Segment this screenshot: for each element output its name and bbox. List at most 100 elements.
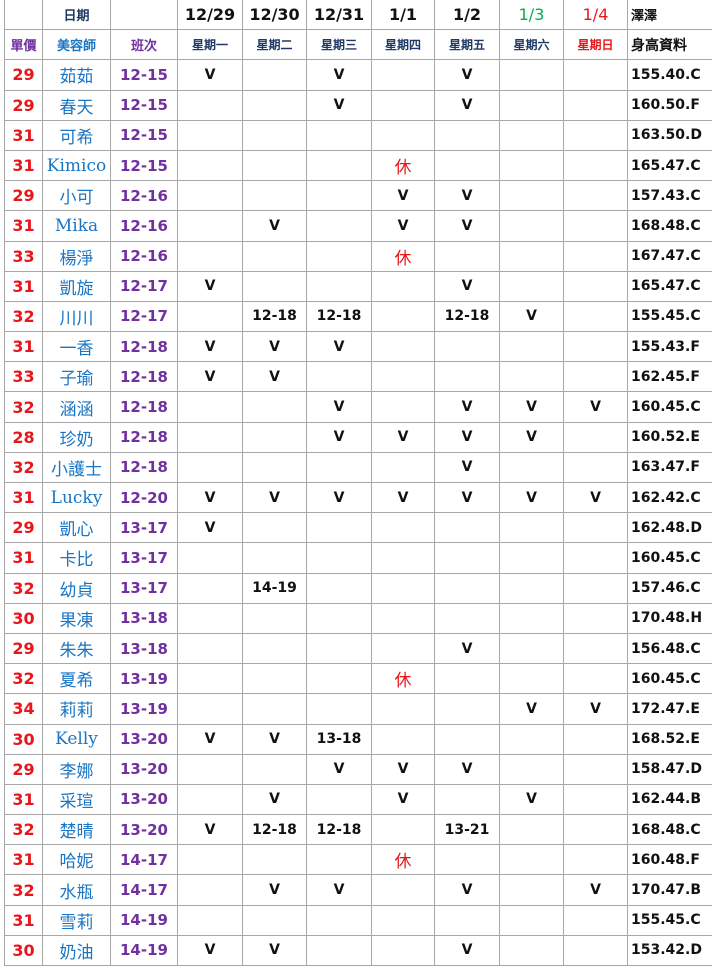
day-cell: V bbox=[371, 210, 435, 242]
day-cell: V bbox=[306, 89, 372, 121]
day-cell bbox=[434, 602, 500, 634]
date-header: 1/1 bbox=[371, 0, 435, 31]
day-cell bbox=[177, 844, 243, 876]
price-cell: 29 bbox=[4, 180, 43, 212]
day-cell bbox=[563, 814, 628, 846]
weekday-header: 星期六 bbox=[499, 29, 564, 61]
price-cell: 30 bbox=[4, 602, 43, 634]
stylist-name: 卡比 bbox=[42, 542, 111, 574]
day-cell: V bbox=[434, 874, 500, 906]
day-cell bbox=[177, 300, 243, 333]
height-cell: 157.43.C bbox=[627, 180, 712, 212]
header-row-labels: 單價 美容師 班次 星期一 星期二 星期三 星期四 星期五 星期六 星期日 身高… bbox=[4, 29, 712, 61]
day-cell bbox=[242, 270, 307, 302]
day-cell bbox=[499, 59, 564, 91]
day-cell bbox=[434, 904, 500, 936]
day-cell: V bbox=[499, 300, 564, 333]
day-cell: V bbox=[563, 874, 628, 906]
day-cell: V bbox=[177, 270, 243, 302]
stylist-name: 珍奶 bbox=[42, 421, 111, 453]
stylist-name: 果凍 bbox=[42, 602, 111, 634]
stylist-name: 楚晴 bbox=[42, 814, 111, 846]
day-cell bbox=[242, 542, 307, 574]
day-cell: V bbox=[306, 331, 372, 363]
stylist-name: 川川 bbox=[42, 300, 111, 333]
day-cell bbox=[371, 89, 435, 121]
height-cell: 156.48.C bbox=[627, 632, 712, 665]
day-cell: V bbox=[306, 874, 372, 906]
shift-cell: 14-17 bbox=[110, 874, 178, 906]
day-cell bbox=[306, 361, 372, 393]
height-cell: 162.48.D bbox=[627, 512, 712, 544]
day-cell bbox=[563, 361, 628, 393]
day-cell: V bbox=[242, 783, 307, 816]
price-cell: 32 bbox=[4, 663, 43, 695]
height-cell: 160.45.C bbox=[627, 391, 712, 423]
day-cell bbox=[563, 542, 628, 574]
height-cell: 165.47.C bbox=[627, 149, 712, 182]
day-cell: 14-19 bbox=[242, 572, 307, 604]
day-cell bbox=[177, 572, 243, 604]
price-cell: 28 bbox=[4, 421, 43, 453]
height-cell: 160.50.F bbox=[627, 89, 712, 121]
shift-cell: 12-16 bbox=[110, 210, 178, 242]
shift-cell: 14-19 bbox=[110, 934, 178, 967]
day-cell bbox=[499, 814, 564, 846]
table-row: 31 卡比 13-17 160.45.C bbox=[4, 542, 712, 574]
day-cell bbox=[499, 602, 564, 634]
day-cell bbox=[306, 934, 372, 967]
shift-cell: 13-19 bbox=[110, 693, 178, 725]
shift-cell: 13-20 bbox=[110, 783, 178, 816]
day-cell bbox=[306, 693, 372, 725]
day-cell bbox=[306, 512, 372, 544]
day-cell bbox=[177, 119, 243, 151]
stylist-name: 可希 bbox=[42, 119, 111, 151]
height-cell: 168.52.E bbox=[627, 723, 712, 755]
day-cell: V bbox=[177, 814, 243, 846]
price-cell: 31 bbox=[4, 149, 43, 182]
day-cell: V bbox=[499, 421, 564, 453]
day-cell bbox=[563, 512, 628, 544]
day-cell: V bbox=[434, 89, 500, 121]
day-cell bbox=[434, 331, 500, 363]
day-cell: V bbox=[371, 421, 435, 453]
height-cell: 163.47.F bbox=[627, 451, 712, 484]
day-cell bbox=[371, 59, 435, 91]
stylist-name: 奶油 bbox=[42, 934, 111, 967]
day-cell bbox=[499, 934, 564, 967]
day-cell bbox=[563, 844, 628, 876]
day-cell bbox=[499, 210, 564, 242]
stylist-label: 美容師 bbox=[42, 29, 111, 61]
shift-cell: 12-15 bbox=[110, 89, 178, 121]
day-cell bbox=[499, 512, 564, 544]
day-cell: V bbox=[434, 391, 500, 423]
day-cell bbox=[434, 783, 500, 816]
day-cell: V bbox=[177, 361, 243, 393]
stylist-name: 春天 bbox=[42, 89, 111, 121]
day-cell bbox=[242, 391, 307, 423]
day-cell bbox=[499, 844, 564, 876]
day-cell bbox=[177, 240, 243, 272]
day-cell bbox=[371, 572, 435, 604]
day-cell bbox=[306, 663, 372, 695]
price-cell: 34 bbox=[4, 693, 43, 725]
day-cell bbox=[306, 451, 372, 484]
day-cell: V bbox=[306, 59, 372, 91]
day-cell: V bbox=[177, 59, 243, 91]
day-cell: V bbox=[177, 331, 243, 363]
day-cell bbox=[306, 180, 372, 212]
date-header: 12/31 bbox=[306, 0, 372, 31]
shift-cell: 13-20 bbox=[110, 814, 178, 846]
day-cell bbox=[242, 119, 307, 151]
day-cell bbox=[563, 451, 628, 484]
day-cell bbox=[434, 844, 500, 876]
stylist-name: 凱心 bbox=[42, 512, 111, 544]
price-cell: 29 bbox=[4, 753, 43, 785]
date-header-sunday: 1/4 bbox=[563, 0, 628, 31]
day-cell: V bbox=[371, 481, 435, 514]
day-cell bbox=[563, 59, 628, 91]
day-cell: V bbox=[434, 753, 500, 785]
height-cell: 168.48.C bbox=[627, 210, 712, 242]
day-cell bbox=[563, 663, 628, 695]
shift-cell: 12-18 bbox=[110, 331, 178, 363]
